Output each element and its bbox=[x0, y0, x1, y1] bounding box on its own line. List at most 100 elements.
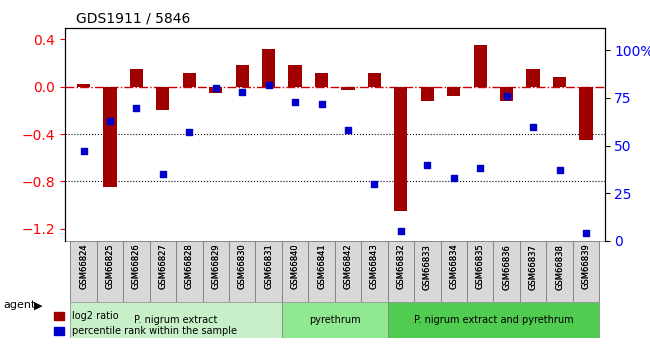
Bar bbox=[262, 49, 275, 87]
Text: GSM66828: GSM66828 bbox=[185, 244, 194, 289]
Point bbox=[131, 105, 142, 110]
Bar bbox=[315, 72, 328, 87]
Text: GSM66839: GSM66839 bbox=[582, 244, 590, 289]
Text: GSM66839: GSM66839 bbox=[582, 244, 590, 289]
Text: GSM66832: GSM66832 bbox=[396, 244, 406, 289]
Text: GSM66841: GSM66841 bbox=[317, 244, 326, 289]
Point bbox=[343, 128, 353, 133]
Bar bbox=[335, 241, 361, 302]
Bar bbox=[387, 241, 414, 302]
Bar bbox=[308, 241, 335, 302]
Text: GDS1911 / 5846: GDS1911 / 5846 bbox=[76, 11, 190, 25]
Text: GSM66837: GSM66837 bbox=[528, 244, 538, 289]
Bar bbox=[103, 87, 116, 187]
Bar bbox=[387, 302, 599, 338]
Text: GSM66843: GSM66843 bbox=[370, 244, 379, 289]
Point bbox=[263, 82, 274, 87]
Bar bbox=[229, 241, 255, 302]
Bar bbox=[156, 87, 170, 110]
Bar bbox=[70, 302, 282, 338]
Text: GSM66843: GSM66843 bbox=[370, 244, 379, 289]
Text: GSM66833: GSM66833 bbox=[422, 244, 432, 289]
Legend: log2 ratio, percentile rank within the sample: log2 ratio, percentile rank within the s… bbox=[50, 307, 240, 340]
Point bbox=[211, 86, 221, 91]
Bar bbox=[414, 241, 441, 302]
Text: ▶: ▶ bbox=[34, 300, 42, 310]
Text: GSM66831: GSM66831 bbox=[264, 244, 273, 289]
Text: GSM66827: GSM66827 bbox=[159, 244, 167, 289]
Text: GSM66834: GSM66834 bbox=[449, 244, 458, 289]
Text: GSM66826: GSM66826 bbox=[132, 244, 141, 289]
Point bbox=[475, 166, 486, 171]
Bar bbox=[341, 87, 355, 90]
Bar bbox=[553, 77, 566, 87]
Bar bbox=[282, 302, 387, 338]
Bar bbox=[526, 69, 539, 87]
Bar bbox=[176, 241, 203, 302]
Bar bbox=[255, 241, 282, 302]
Point bbox=[158, 171, 168, 177]
Text: GSM66825: GSM66825 bbox=[105, 244, 114, 289]
Text: GSM66824: GSM66824 bbox=[79, 244, 88, 289]
Bar bbox=[493, 241, 520, 302]
Point bbox=[184, 129, 194, 135]
Point bbox=[554, 168, 565, 173]
Text: GSM66841: GSM66841 bbox=[317, 244, 326, 289]
Text: GSM66825: GSM66825 bbox=[105, 244, 114, 289]
Point bbox=[105, 118, 115, 124]
Point bbox=[396, 228, 406, 234]
Bar bbox=[235, 66, 249, 87]
Text: GSM66838: GSM66838 bbox=[555, 244, 564, 289]
Text: GSM66837: GSM66837 bbox=[528, 244, 538, 289]
Text: GSM66827: GSM66827 bbox=[159, 244, 167, 289]
Text: pyrethrum: pyrethrum bbox=[309, 315, 361, 325]
Bar bbox=[520, 241, 546, 302]
Text: GSM66838: GSM66838 bbox=[555, 244, 564, 289]
Point bbox=[237, 89, 248, 95]
Text: P. nigrum extract: P. nigrum extract bbox=[135, 315, 218, 325]
Bar bbox=[579, 87, 593, 140]
Bar bbox=[124, 241, 150, 302]
Bar bbox=[421, 87, 434, 101]
Bar bbox=[573, 241, 599, 302]
Bar bbox=[500, 87, 514, 101]
Text: GSM66831: GSM66831 bbox=[264, 244, 273, 289]
Text: GSM66828: GSM66828 bbox=[185, 244, 194, 289]
Point bbox=[317, 101, 327, 107]
Text: GSM66824: GSM66824 bbox=[79, 244, 88, 289]
Text: GSM66836: GSM66836 bbox=[502, 244, 511, 289]
Bar bbox=[209, 87, 222, 93]
Bar bbox=[130, 69, 143, 87]
Text: GSM66836: GSM66836 bbox=[502, 244, 511, 289]
Text: GSM66830: GSM66830 bbox=[238, 244, 247, 289]
Text: GSM66840: GSM66840 bbox=[291, 244, 300, 289]
Text: P. nigrum extract and pyrethrum: P. nigrum extract and pyrethrum bbox=[413, 315, 573, 325]
Text: agent: agent bbox=[3, 300, 36, 310]
Text: GSM66829: GSM66829 bbox=[211, 244, 220, 289]
Bar bbox=[282, 241, 308, 302]
Bar bbox=[289, 66, 302, 87]
Bar bbox=[368, 72, 381, 87]
Text: GSM66842: GSM66842 bbox=[343, 244, 352, 289]
Text: GSM66835: GSM66835 bbox=[476, 244, 485, 289]
Text: GSM66830: GSM66830 bbox=[238, 244, 247, 289]
Text: GSM66829: GSM66829 bbox=[211, 244, 220, 289]
Bar bbox=[441, 241, 467, 302]
Text: GSM66832: GSM66832 bbox=[396, 244, 406, 289]
Point bbox=[422, 162, 432, 167]
Text: GSM66840: GSM66840 bbox=[291, 244, 300, 289]
Bar bbox=[97, 241, 124, 302]
Bar bbox=[77, 85, 90, 87]
Text: GSM66835: GSM66835 bbox=[476, 244, 485, 289]
Text: GSM66842: GSM66842 bbox=[343, 244, 352, 289]
Bar bbox=[150, 241, 176, 302]
Bar bbox=[467, 241, 493, 302]
Text: GSM66833: GSM66833 bbox=[422, 244, 432, 289]
Bar bbox=[361, 241, 387, 302]
Bar bbox=[183, 72, 196, 87]
Text: GSM66834: GSM66834 bbox=[449, 244, 458, 289]
Text: GSM66826: GSM66826 bbox=[132, 244, 141, 289]
Bar bbox=[546, 241, 573, 302]
Point bbox=[369, 181, 380, 186]
Point bbox=[501, 93, 512, 99]
